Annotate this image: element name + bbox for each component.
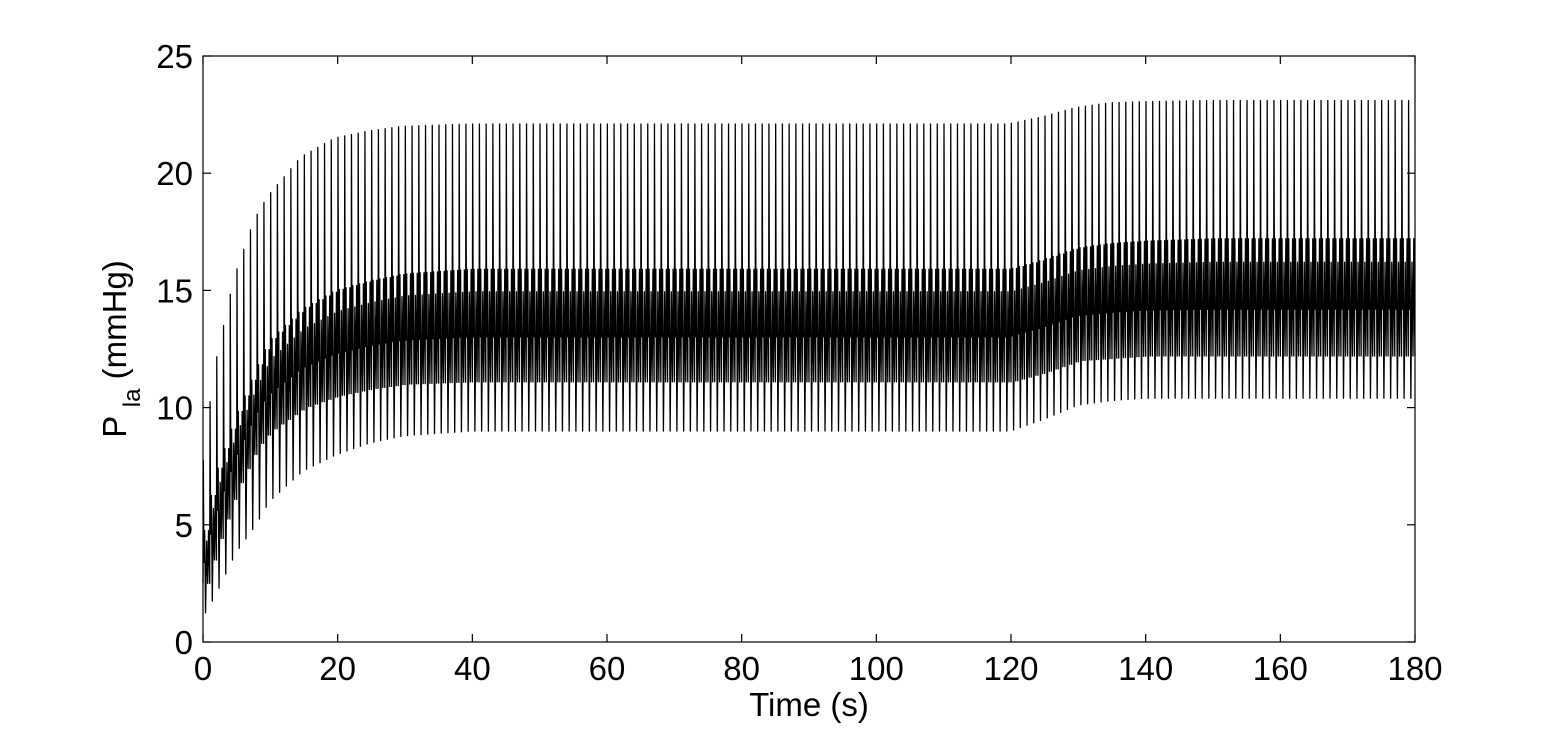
y-axis-title: P la (mmHg) <box>96 260 146 438</box>
y-axis-title-unit: (mmHg) <box>96 260 133 379</box>
x-tick-label: 20 <box>319 650 356 687</box>
x-tick-label: 100 <box>849 650 904 687</box>
x-axis-title: Time (s) <box>749 686 869 723</box>
y-tick-label: 25 <box>156 38 193 75</box>
x-tick-label: 140 <box>1118 650 1173 687</box>
x-tick-label: 40 <box>454 650 491 687</box>
pressure-trace <box>202 99 1416 614</box>
y-axis: 0 5 10 15 20 25 <box>156 38 1415 661</box>
axes-box <box>202 55 1416 643</box>
x-tick-label: 160 <box>1253 650 1308 687</box>
y-tick-label: 5 <box>175 507 193 544</box>
x-axis: 0 20 40 60 80 100 120 140 160 180 <box>194 56 1443 687</box>
x-tick-label: 120 <box>983 650 1038 687</box>
x-tick-label: 60 <box>589 650 626 687</box>
y-tick-label: 15 <box>156 272 193 309</box>
y-axis-title-subscript: la <box>119 388 146 407</box>
y-tick-label: 0 <box>175 624 193 661</box>
x-tick-label: 80 <box>723 650 760 687</box>
x-tick-label: 180 <box>1387 650 1442 687</box>
y-tick-label: 20 <box>156 155 193 192</box>
x-tick-label: 0 <box>194 650 212 687</box>
plot-area <box>202 99 1416 614</box>
y-tick-label: 10 <box>156 390 193 427</box>
y-axis-title-main: P <box>96 416 133 437</box>
